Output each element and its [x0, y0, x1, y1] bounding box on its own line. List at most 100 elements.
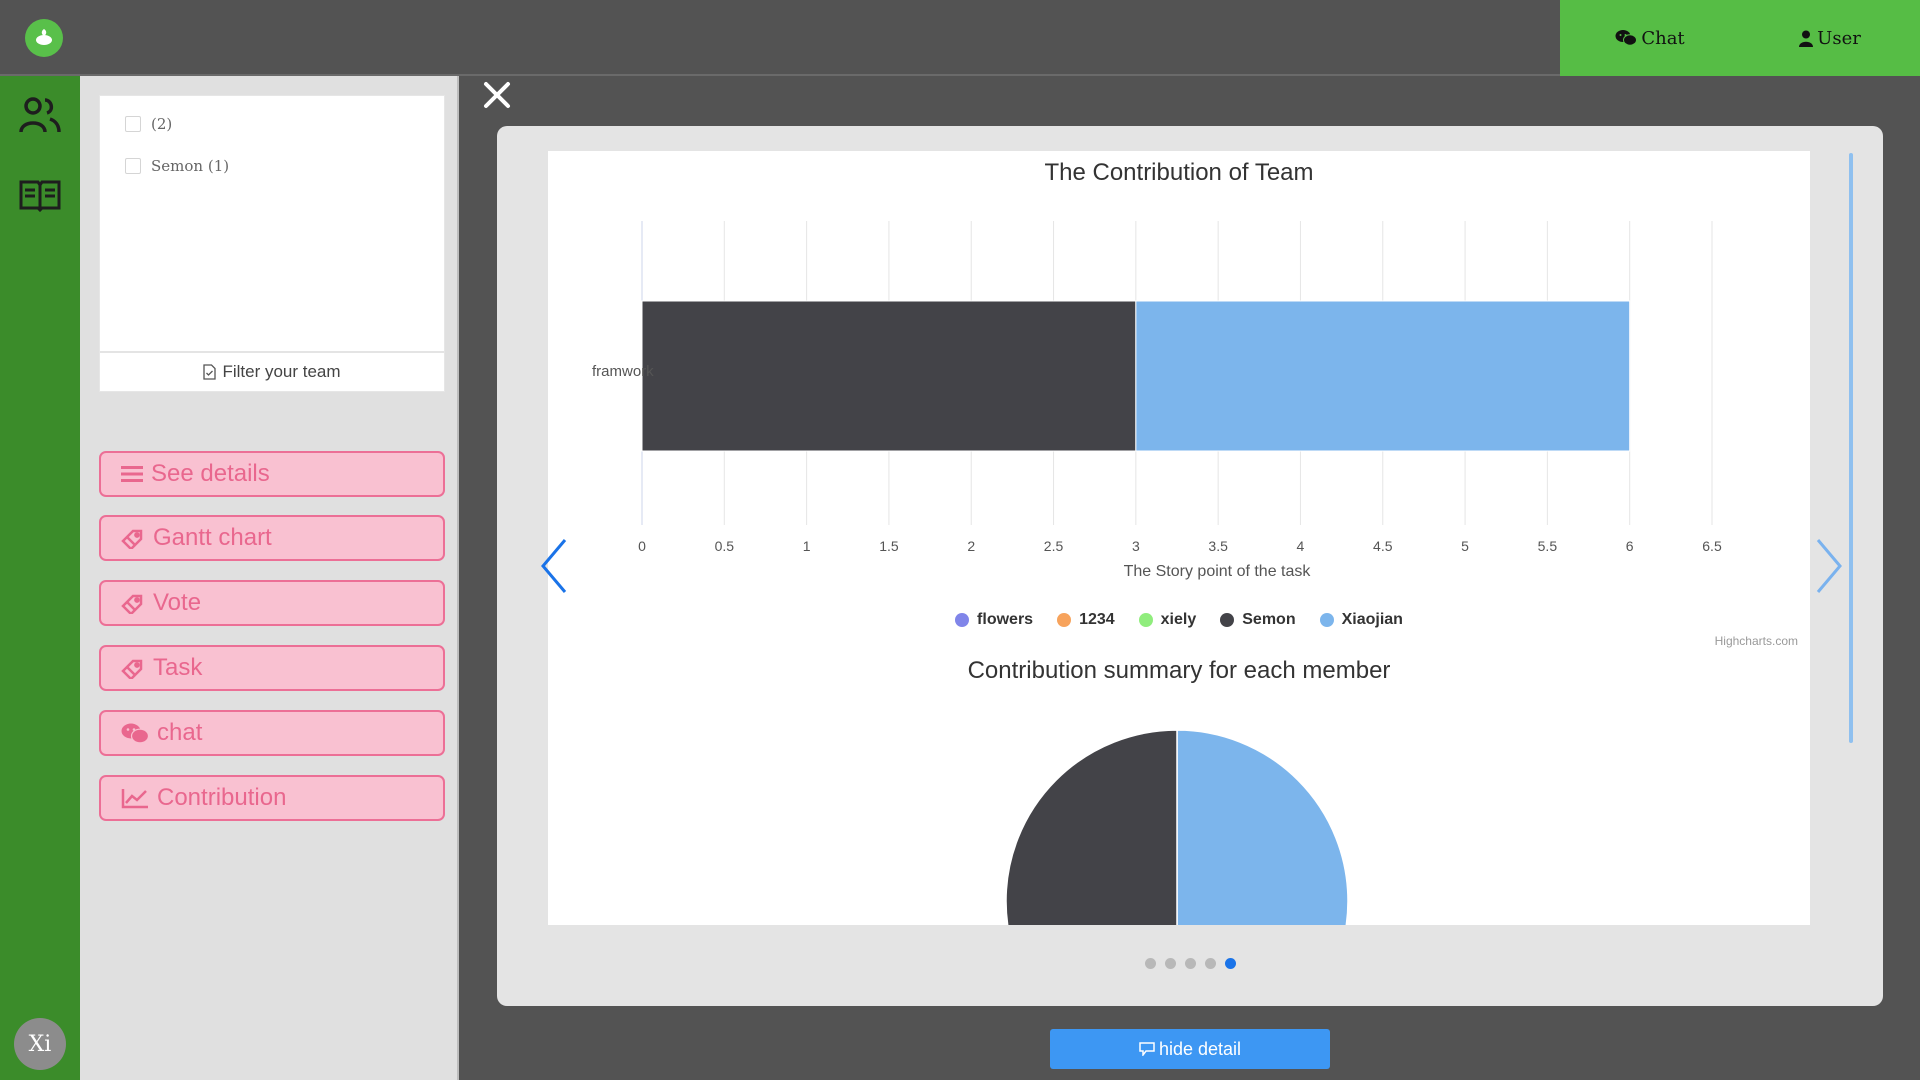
category-label: framwork [592, 363, 654, 380]
legend-item-flowers[interactable]: flowers [955, 611, 1033, 629]
legend-label: xiely [1160, 611, 1197, 628]
contribution-label: Contribution [157, 784, 287, 811]
top-bar: Chat User [0, 0, 1920, 76]
legend-marker [1319, 613, 1334, 627]
legend-label: 1234 [1079, 611, 1115, 628]
team-filter-item[interactable]: Semon (1) [125, 157, 229, 175]
pie-chart-title: Contribution summary for each member [967, 657, 1391, 684]
user-nav-label: User [1817, 27, 1861, 49]
contribution-button[interactable]: Contribution [99, 775, 445, 821]
bar-segment-xiaojian[interactable] [1135, 300, 1631, 452]
app-logo[interactable] [25, 19, 63, 57]
chat-nav-label: Chat [1641, 27, 1685, 49]
tag-icon [121, 529, 143, 549]
carousel-dot[interactable] [1164, 958, 1176, 969]
see-details-label: See details [151, 460, 270, 487]
legend-marker [1220, 613, 1235, 627]
chevron-left-icon [541, 539, 567, 593]
teacup-icon [36, 29, 52, 45]
pie-slice-semon[interactable] [1005, 729, 1178, 925]
avatar[interactable]: Xi [14, 1018, 66, 1070]
filter-team-button[interactable]: Filter your team [100, 351, 444, 391]
vote-button[interactable]: Vote [99, 580, 445, 626]
chevron-right-icon [1816, 539, 1842, 593]
user-icon [1799, 30, 1814, 47]
legend-marker [1057, 613, 1072, 627]
x-tick-label: 6 [1625, 538, 1634, 554]
x-tick-label: 4 [1296, 538, 1305, 554]
team-filter-item[interactable]: (2) [125, 115, 172, 133]
gantt-chart-label: Gantt chart [153, 524, 272, 551]
bar-chart [641, 221, 1713, 525]
team-panel: (2) Semon (1) Filter your team See detai… [80, 76, 459, 1080]
team-filter-box: (2) Semon (1) Filter your team [99, 95, 445, 392]
close-icon [484, 82, 510, 108]
bar-chart-title: The Contribution of Team [1044, 159, 1314, 186]
top-nav: Chat User [1560, 0, 1920, 76]
chat-label: chat [157, 719, 203, 746]
highcharts-credit[interactable]: Highcharts.com [1714, 634, 1798, 648]
carousel-dot[interactable] [1144, 958, 1156, 969]
pie-slice-xiaojian[interactable] [1176, 729, 1349, 925]
x-tick-label: 1 [802, 538, 811, 554]
x-tick-label: 2 [967, 538, 976, 554]
users-icon [19, 97, 61, 133]
carousel-indicators [497, 958, 1883, 969]
x-axis-label: The Story point of the task [1123, 563, 1311, 580]
team-nav-button[interactable] [18, 93, 62, 137]
x-tick-label: 0.5 [714, 538, 735, 554]
chat-nav-button[interactable]: Chat [1560, 0, 1740, 76]
carousel-next-button[interactable] [1808, 536, 1848, 596]
hide-detail-button[interactable]: hide detail [1050, 1029, 1330, 1069]
carousel-dot[interactable] [1224, 958, 1236, 969]
chart-legend: flowers 1234 xiely Semon Xiaojian [548, 611, 1810, 629]
chat-button[interactable]: chat [99, 710, 445, 756]
x-tick-label: 0 [638, 538, 646, 554]
tag-icon [121, 659, 143, 679]
x-tick-label: 4.5 [1373, 538, 1393, 554]
legend-marker [955, 613, 970, 627]
carousel-dot[interactable] [1204, 958, 1216, 969]
legend-label: Xiaojian [1341, 611, 1403, 628]
carousel-slide: The Contribution of Team 0 0.5 1 1.5 2 2.5 3 3.… [548, 151, 1810, 925]
close-modal-button[interactable] [482, 80, 512, 110]
detail-modal: The Contribution of Team 0 0.5 1 1.5 2 2.5 3 3.… [497, 126, 1883, 1006]
scrollbar[interactable] [1849, 153, 1853, 743]
file-check-icon [203, 364, 217, 380]
x-tick-label: 5.5 [1537, 538, 1558, 554]
bar-segment-semon[interactable] [641, 300, 1137, 452]
wechat-icon [1615, 30, 1638, 46]
gantt-chart-button[interactable]: Gantt chart [99, 515, 445, 561]
task-label: Task [153, 654, 203, 681]
comment-icon [1139, 1042, 1155, 1056]
hide-detail-label: hide detail [1158, 1038, 1242, 1059]
pie-chart [1005, 729, 1349, 925]
team-filter-label: (2) [151, 115, 173, 133]
wechat-icon [121, 723, 149, 744]
book-icon [19, 180, 61, 212]
carousel-dot[interactable] [1184, 958, 1196, 969]
left-sidebar: Xi [0, 76, 80, 1080]
list-icon [121, 466, 143, 482]
team-checkbox[interactable] [125, 116, 141, 132]
legend-item-semon[interactable]: Semon [1220, 611, 1296, 629]
x-tick-label: 3 [1131, 538, 1140, 554]
line-chart-icon [121, 789, 148, 809]
legend-marker [1138, 613, 1153, 627]
see-details-button[interactable]: See details [99, 451, 445, 497]
team-checkbox[interactable] [125, 158, 141, 174]
carousel-prev-button[interactable] [535, 536, 575, 596]
legend-label: Semon [1242, 611, 1296, 628]
legend-item-1234[interactable]: 1234 [1057, 611, 1115, 629]
x-tick-label: 1.5 [879, 538, 899, 554]
filter-team-label: Filter your team [222, 362, 341, 381]
x-tick-label: 2.5 [1043, 538, 1064, 554]
team-filter-label: Semon (1) [151, 157, 230, 175]
user-nav-button[interactable]: User [1740, 0, 1920, 76]
legend-item-xiely[interactable]: xiely [1138, 611, 1197, 629]
legend-item-xiaojian[interactable]: Xiaojian [1319, 611, 1403, 629]
x-tick-label: 3.5 [1208, 538, 1228, 554]
task-button[interactable]: Task [99, 645, 445, 691]
x-tick-label: 6.5 [1702, 538, 1722, 554]
book-nav-button[interactable] [18, 173, 62, 217]
